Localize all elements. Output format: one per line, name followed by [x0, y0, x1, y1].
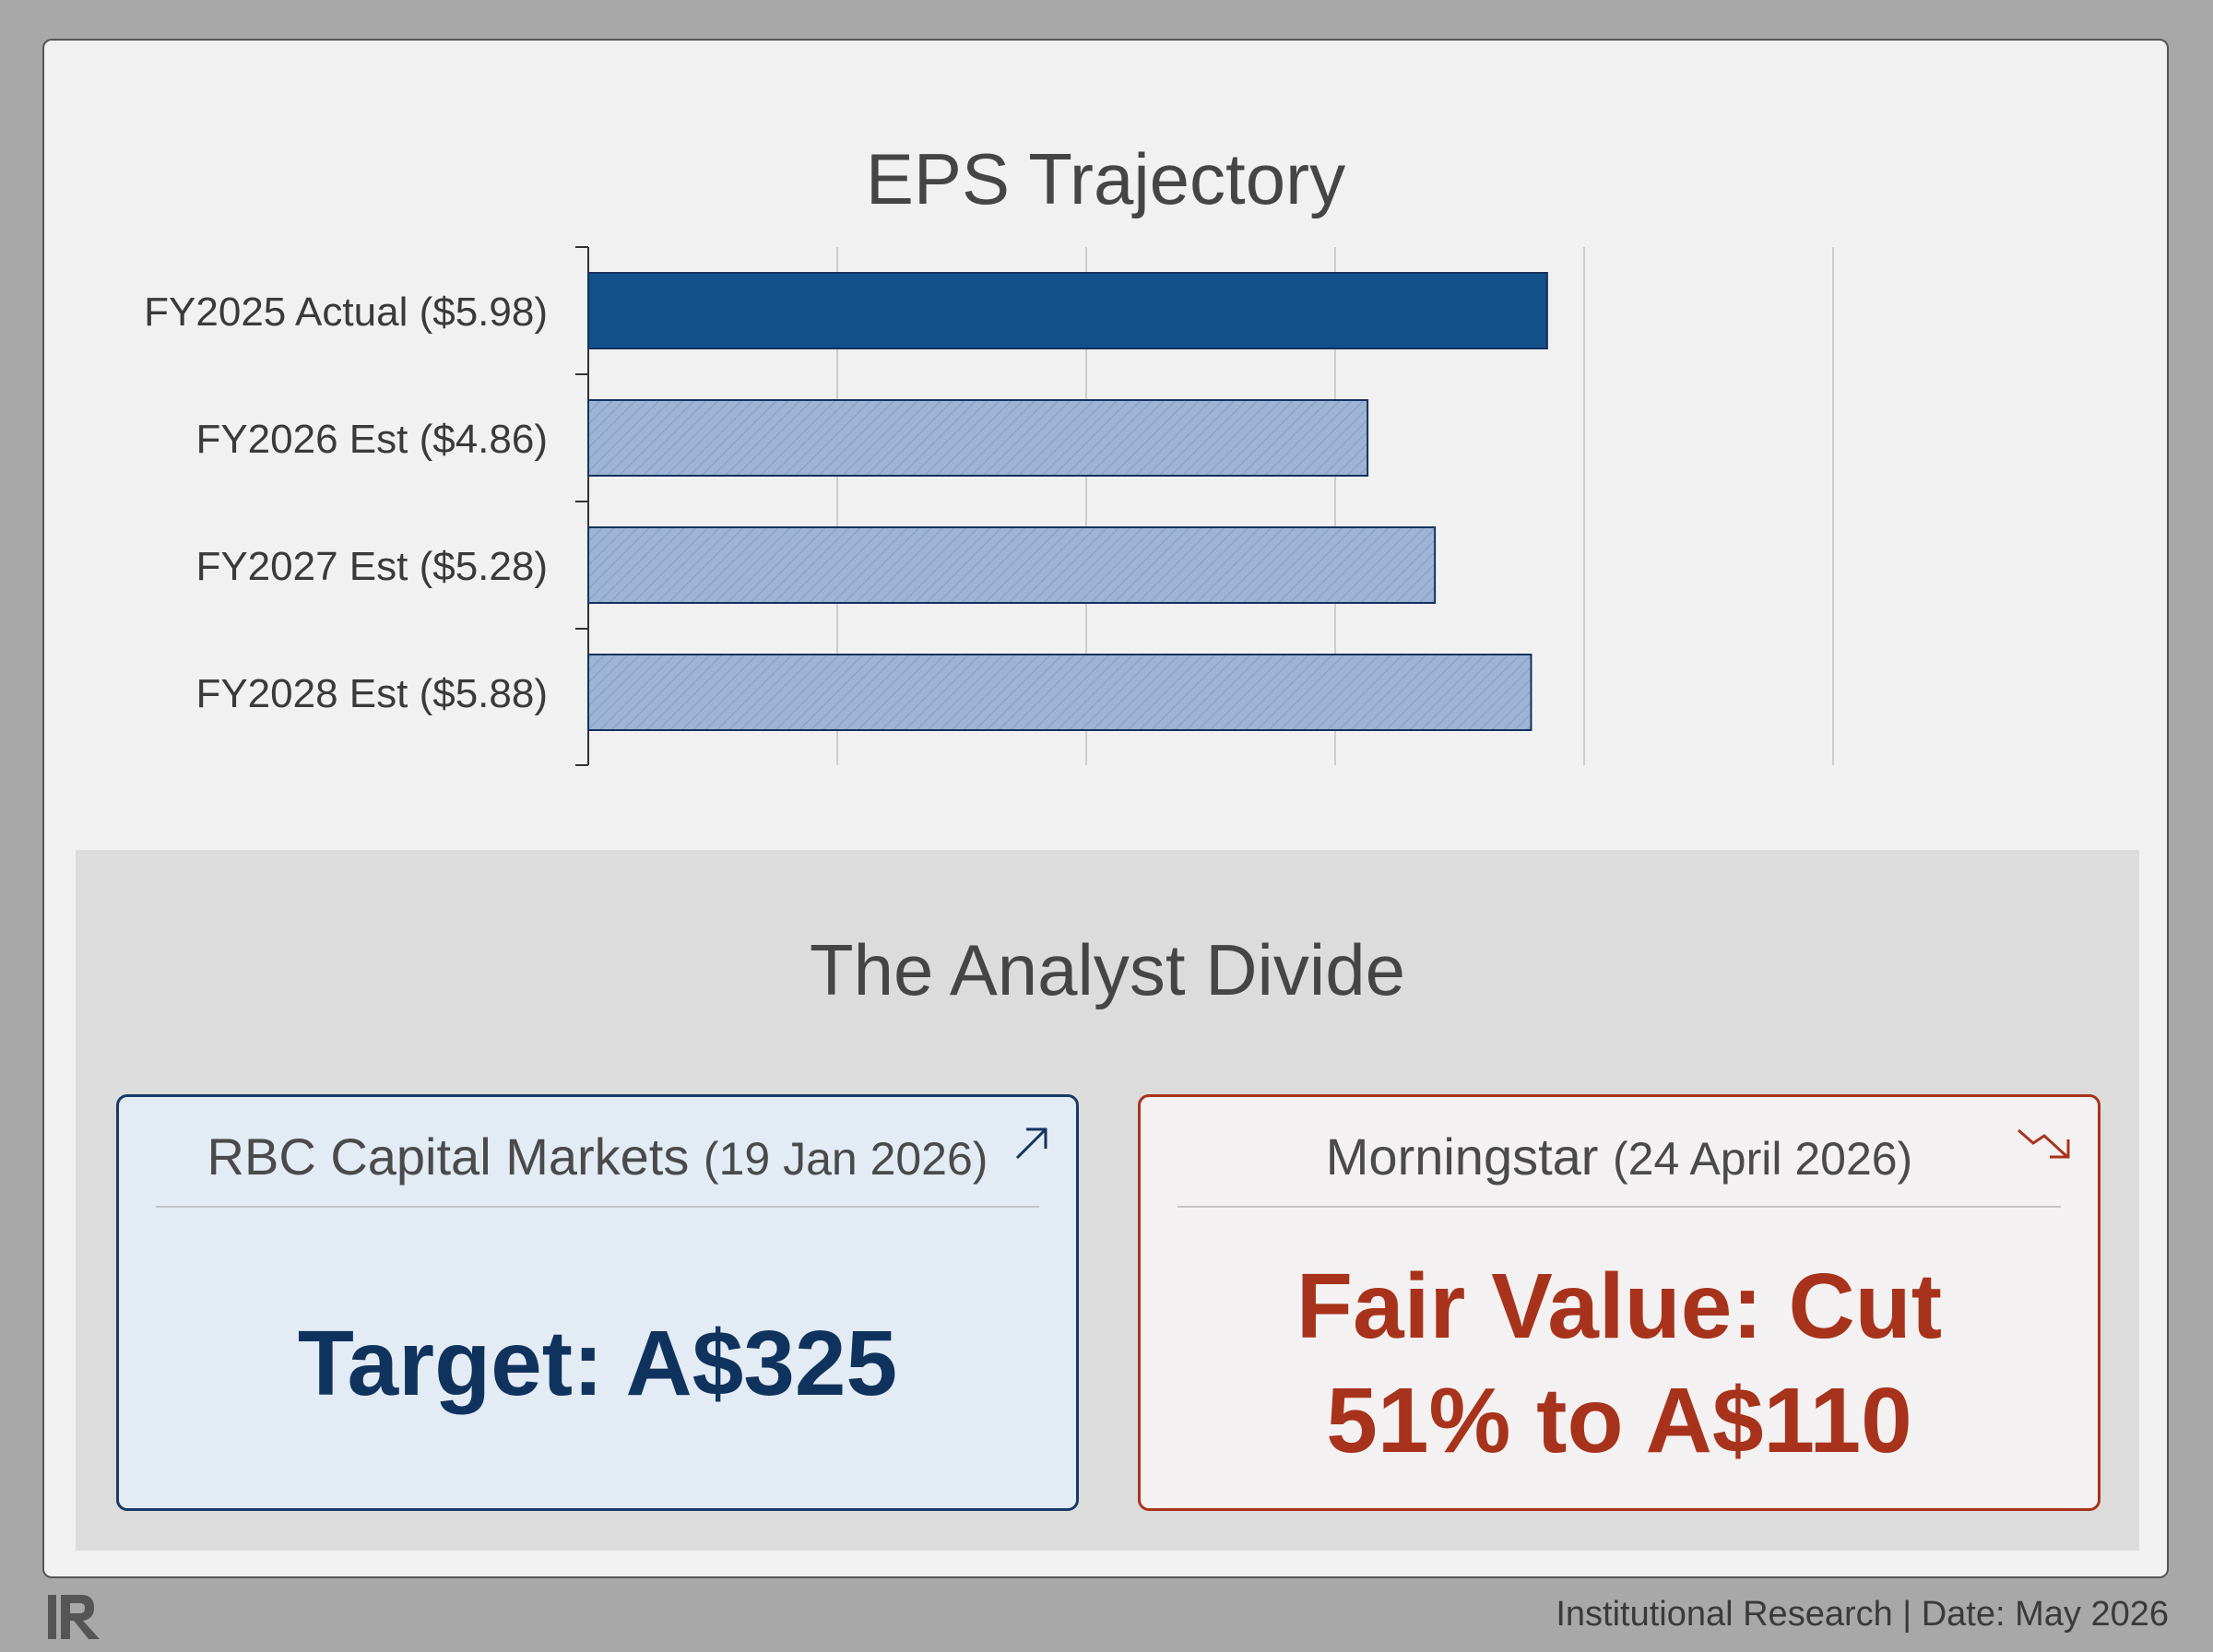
morningstar-value-line1: Fair Value: Cut	[1296, 1255, 1943, 1358]
chart-title: EPS Trajectory	[865, 138, 1346, 219]
rbc-target: Target: A$325	[297, 1312, 898, 1415]
rbc-header: RBC Capital Markets (19 Jan 2026)	[119, 1127, 1076, 1186]
analyst-divide-panel: The Analyst Divide RBC Capital Markets (…	[76, 850, 2139, 1551]
main-card: EPS Trajectory FY2025 Actual ($5.98) FY20…	[42, 39, 2169, 1578]
ir-logo-icon	[46, 1593, 103, 1647]
category-label: FY2028 Est ($5.88)	[195, 671, 548, 716]
divide-title: The Analyst Divide	[810, 929, 1405, 1010]
morningstar-firm: Morningstar	[1325, 1127, 1599, 1186]
category-label: FY2026 Est ($4.86)	[195, 417, 548, 462]
eps-bar-chart: FY2025 Actual ($5.98) FY2026 Est ($4.86) F…	[144, 246, 1834, 766]
trend-down-icon	[2015, 1125, 2076, 1170]
bar-fy2025	[587, 272, 1548, 349]
morningstar-divider	[1178, 1206, 2061, 1208]
bar-fy2028	[587, 654, 1533, 731]
rbc-date: (19 Jan 2026)	[703, 1133, 988, 1185]
morningstar-fair-value: Fair Value: Cut 51% to A$110	[1141, 1249, 2098, 1478]
rbc-card: RBC Capital Markets (19 Jan 2026) Target…	[116, 1094, 1079, 1511]
bar-fy2027	[587, 526, 1437, 604]
rbc-divider	[156, 1206, 1039, 1208]
category-label: FY2025 Actual ($5.98)	[144, 289, 548, 335]
morningstar-value-line2: 51% to A$110	[1326, 1369, 1912, 1472]
morningstar-date: (24 April 2026)	[1613, 1133, 1913, 1185]
rbc-firm: RBC Capital Markets	[207, 1127, 690, 1186]
arrow-up-right-icon	[1012, 1123, 1052, 1168]
morningstar-header: Morningstar (24 April 2026)	[1141, 1127, 2098, 1186]
footer-text: Institutional Research | Date: May 2026	[1556, 1595, 2169, 1634]
category-label: FY2027 Est ($5.28)	[195, 544, 548, 589]
morningstar-card: Morningstar (24 April 2026) Fair Value: …	[1138, 1094, 2101, 1511]
bar-fy2026	[587, 399, 1369, 477]
